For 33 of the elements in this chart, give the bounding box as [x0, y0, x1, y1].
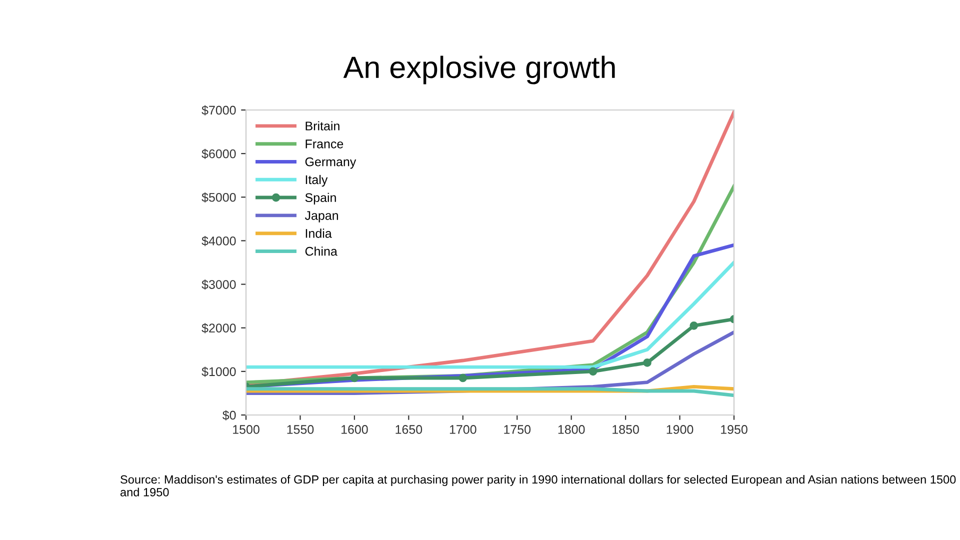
point	[350, 374, 359, 382]
point	[458, 374, 468, 382]
y-tick-label: $1000	[202, 366, 236, 377]
y-tick-label: $6000	[202, 148, 236, 159]
legend-label: India	[306, 228, 332, 238]
x-tick-label: 1500	[233, 425, 260, 434]
y-tick-label: $2000	[202, 323, 236, 334]
y-tick-label: $3000	[202, 280, 236, 290]
legend-label: Japan	[304, 211, 338, 222]
x-tick-label: 1800	[558, 425, 585, 434]
point	[690, 322, 698, 330]
source-note: Source: Maddison's estimates of GDP per capita at purchasing power parity in 1990 international dollars for selected European and Asian nations between 1500 and 1950	[120, 475, 956, 496]
x-tick-label: 1750	[504, 425, 531, 434]
x-tick-label: 1950	[721, 425, 748, 434]
y-tick-label: $7000	[202, 105, 236, 116]
legend-label: France	[306, 140, 344, 148]
y-tick-label: $0	[222, 410, 236, 420]
x-tick-label: 1600	[341, 425, 368, 434]
x-tick-label: 1850	[612, 425, 639, 434]
point	[643, 358, 652, 367]
legend-label: Germany	[305, 157, 356, 169]
legend-label: Italy	[306, 174, 328, 187]
point	[588, 367, 598, 376]
x-tick-label: 1550	[287, 425, 314, 434]
x-tick-label: 1650	[396, 425, 422, 434]
legend-label: China	[305, 246, 338, 256]
legend-label: Britain	[306, 121, 340, 130]
legend-label: Spain	[305, 192, 336, 205]
y-tick-label: $5000	[202, 192, 236, 203]
chart-title: An explosive growth	[343, 56, 615, 84]
x-tick-label: 1900	[666, 425, 694, 434]
x-tick-label: 1700	[450, 425, 476, 434]
y-tick-label: $4000	[202, 236, 236, 246]
